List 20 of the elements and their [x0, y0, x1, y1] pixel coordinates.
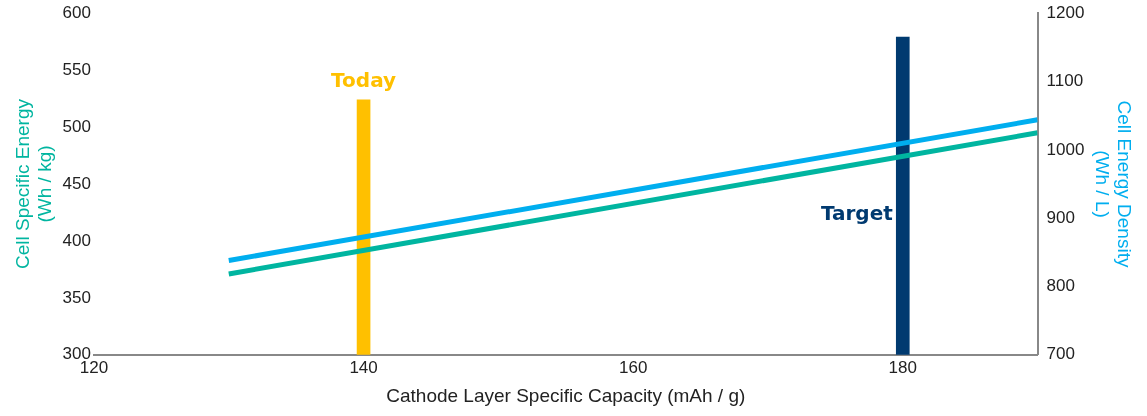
y-tick-label: 400: [62, 230, 91, 250]
x-axis-title: Cathode Layer Specific Capacity (mAh / g): [386, 384, 746, 406]
y2-tick-label: 1200: [1046, 2, 1085, 22]
y-tick-label: 550: [62, 59, 91, 79]
y-tick-label: 350: [62, 287, 91, 307]
y-tick-label: 600: [62, 2, 91, 22]
x-tick-label: 160: [618, 357, 648, 377]
x-tick-label: 140: [349, 357, 378, 377]
y-tick-label: 450: [62, 173, 91, 193]
y-tick-label: 500: [62, 116, 91, 136]
y2-tick-label: 1000: [1046, 139, 1085, 159]
y2-tick-label: 800: [1046, 276, 1075, 296]
y2-tick-label: 1100: [1046, 71, 1084, 91]
x-tick-label: 180: [888, 357, 917, 377]
y2-axis-title: Cell Energy Density (Wh / L): [1091, 100, 1136, 268]
y2-tick-label: 900: [1046, 207, 1075, 227]
annotation: Target: [820, 201, 894, 226]
annotation: Today: [331, 67, 397, 92]
y2-tick-label: 700: [1046, 344, 1075, 364]
y-axis-title: Cell Specific Energy (Wh / kg): [11, 98, 56, 270]
